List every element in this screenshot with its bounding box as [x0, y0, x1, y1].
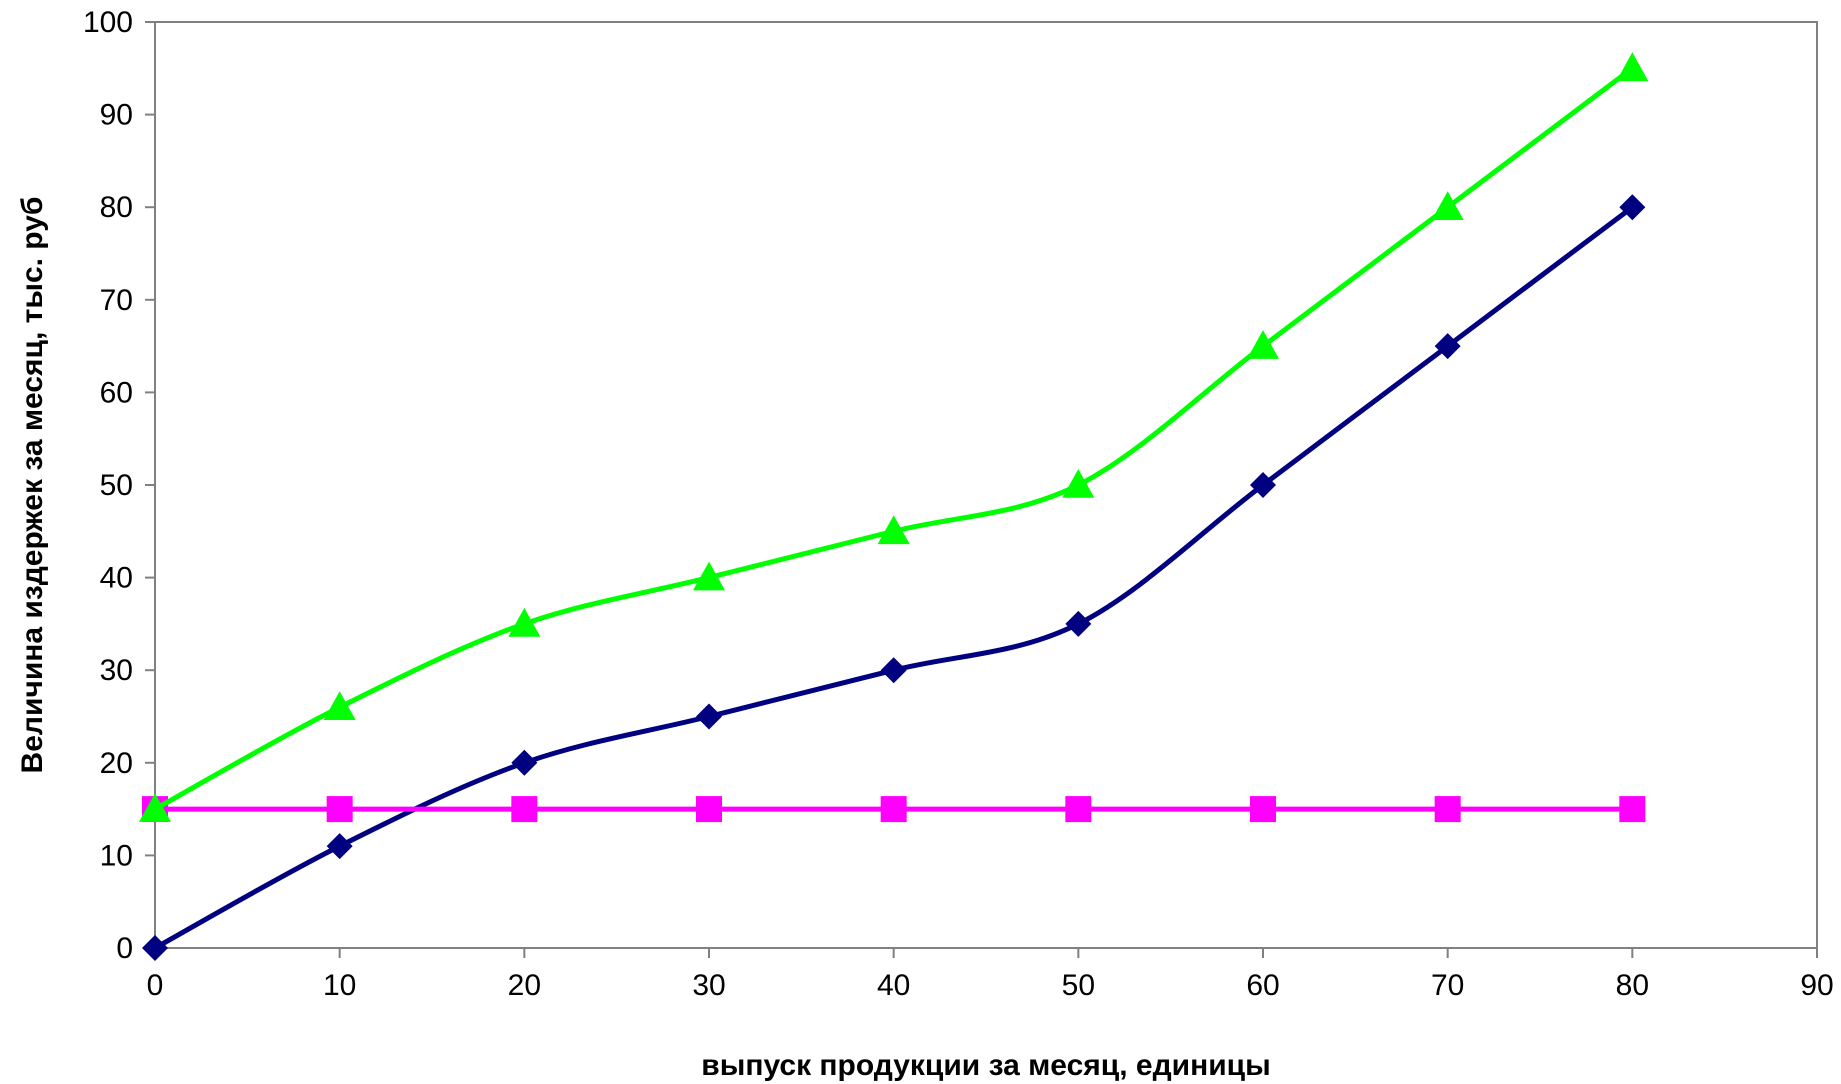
data-point-triangle	[1062, 469, 1095, 498]
series-line	[153, 205, 1634, 951]
data-point-diamond	[326, 833, 353, 860]
series-triangle	[139, 52, 1649, 822]
data-point-triangle	[877, 515, 910, 545]
y-tick-label: 0	[116, 932, 133, 965]
y-axis-title: Величина издержек за месяц, тыс. руб	[16, 197, 49, 774]
data-point-diamond	[1619, 194, 1646, 221]
data-point-triangle	[508, 607, 541, 637]
x-tick-label: 40	[877, 969, 910, 1002]
x-axis-ticks: 0 10 20 30 40 50 60 70 80 90	[147, 948, 1834, 1002]
y-tick-label: 60	[100, 376, 133, 409]
x-tick-label: 30	[692, 969, 725, 1002]
data-point-diamond	[1434, 333, 1461, 360]
data-point-triangle	[1247, 330, 1279, 359]
data-point-square	[696, 796, 722, 823]
y-tick-label: 70	[100, 284, 133, 317]
x-tick-label: 50	[1062, 969, 1095, 1002]
x-tick-label: 20	[508, 969, 541, 1002]
x-tick-label: 60	[1246, 969, 1279, 1002]
data-point-triangle	[323, 691, 356, 721]
series-layer	[139, 52, 1649, 961]
y-tick-label: 100	[83, 6, 133, 39]
data-point-diamond	[696, 703, 722, 730]
data-point-triangle	[139, 793, 171, 822]
data-point-triangle	[1431, 191, 1464, 220]
x-tick-label: 0	[147, 969, 164, 1002]
data-point-diamond	[1065, 610, 1092, 637]
data-point-square	[1619, 796, 1646, 823]
y-tick-label: 40	[100, 562, 133, 595]
series-line	[153, 66, 1634, 812]
y-tick-label: 30	[100, 654, 133, 687]
y-axis-ticks: 0 10 20 30 40 50 60 70 80 90 100	[83, 6, 155, 965]
y-tick-label: 50	[100, 469, 133, 502]
x-tick-label: 80	[1616, 969, 1649, 1002]
data-point-diamond	[880, 657, 907, 684]
data-point-triangle	[693, 561, 725, 591]
y-tick-label: 10	[100, 839, 133, 872]
data-point-diamond	[142, 935, 168, 961]
x-tick-label: 10	[323, 969, 356, 1002]
y-tick-label: 90	[100, 99, 133, 132]
data-point-square	[1250, 796, 1276, 823]
x-axis-title: выпуск продукции за месяц, единицы	[701, 1049, 1270, 1082]
x-tick-label: 70	[1431, 969, 1464, 1002]
data-point-square	[1434, 796, 1461, 823]
x-tick-label: 90	[1800, 969, 1833, 1002]
data-point-triangle	[1616, 52, 1649, 82]
data-point-square	[880, 796, 907, 823]
data-point-diamond	[1250, 472, 1276, 498]
y-tick-label: 20	[100, 747, 133, 780]
y-tick-label: 80	[100, 191, 133, 224]
data-point-square	[326, 796, 353, 823]
data-point-diamond	[511, 749, 538, 776]
data-point-square	[1065, 796, 1092, 823]
data-point-square	[511, 796, 538, 823]
series-diamond	[142, 194, 1646, 961]
plot-area	[154, 21, 1818, 949]
